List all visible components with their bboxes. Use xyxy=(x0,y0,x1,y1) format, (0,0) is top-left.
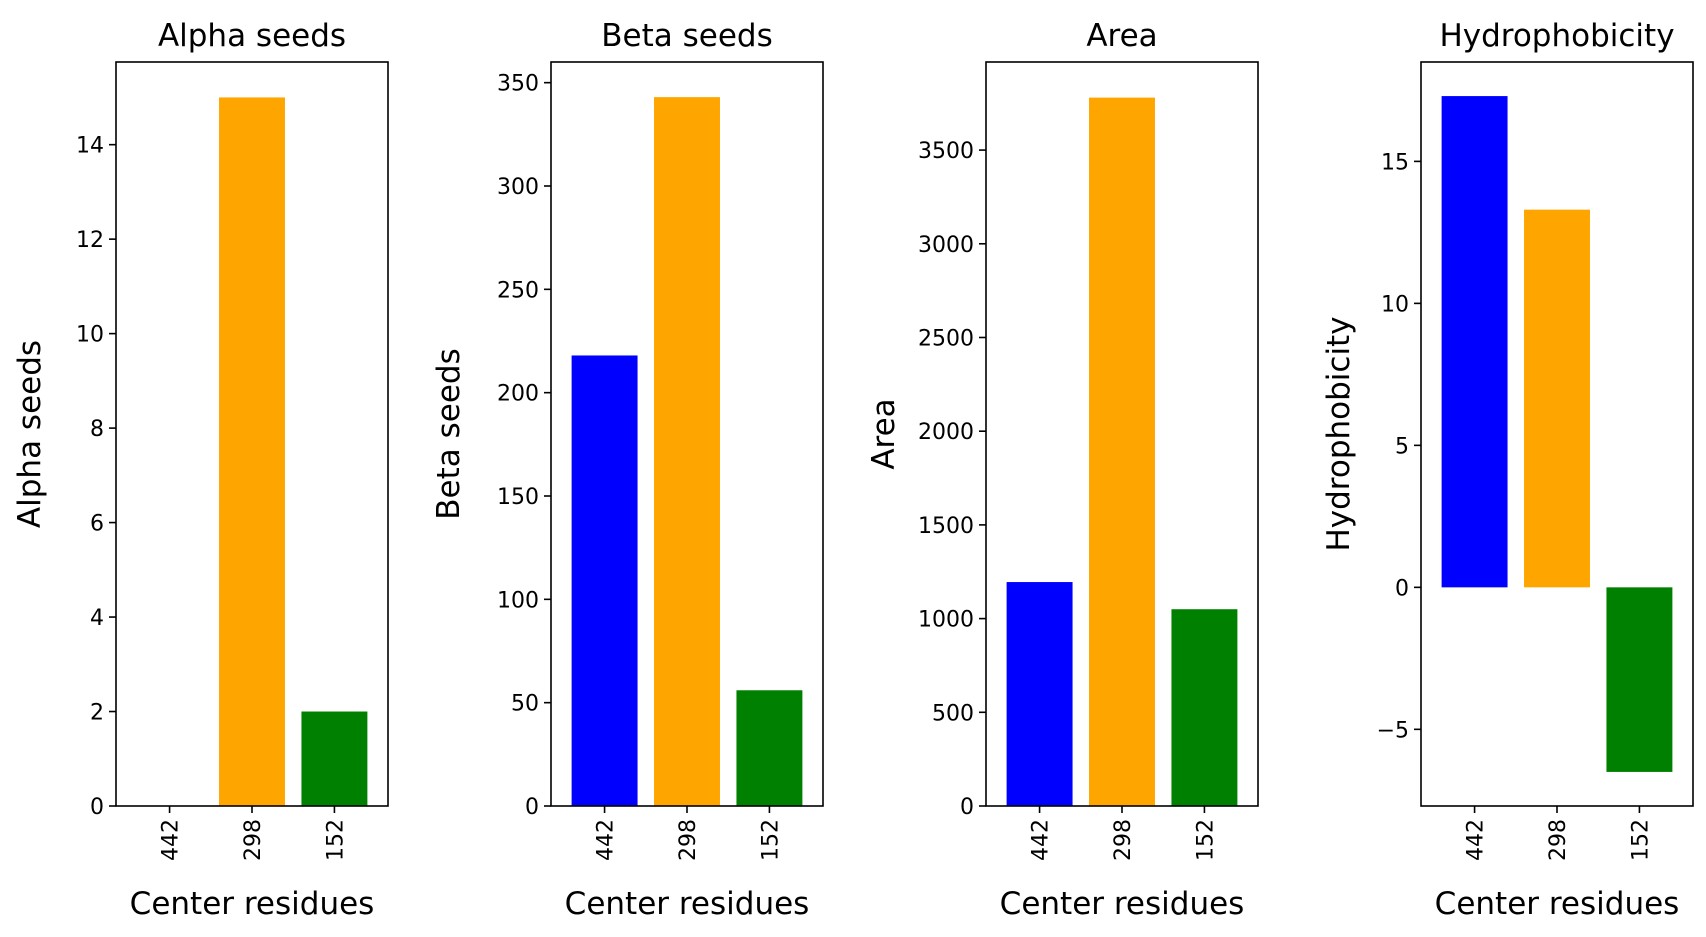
y-tick-label: 8 xyxy=(90,417,104,442)
y-tick-label: 14 xyxy=(76,134,104,159)
bar-298 xyxy=(1524,209,1590,588)
y-tick-label: 2000 xyxy=(918,420,974,445)
subplot-1: 0 2 4 6 8 10 12 14 442 298 152 Alpha seeds Center re… xyxy=(12,18,389,922)
bar-152 xyxy=(1606,587,1673,772)
y-tick-label: 5 xyxy=(1395,434,1409,459)
y-axis-label: Area xyxy=(866,398,902,469)
y-tick-label: 150 xyxy=(497,485,539,510)
y-tick-label: 2 xyxy=(90,701,104,726)
y-axis-label: Hydrophobicity xyxy=(1321,316,1357,551)
y-tick-label: 0 xyxy=(90,795,104,820)
subplot-title: Hydrophobicity xyxy=(1439,18,1674,54)
x-tick-label: 152 xyxy=(323,819,348,861)
bar-442 xyxy=(571,355,638,806)
y-tick-label: 10 xyxy=(76,323,104,348)
x-tick-label: 298 xyxy=(676,819,701,861)
subplot-3: 0 500 1000 1500 2000 2500 3000 3500 442 298 152 Are… xyxy=(866,18,1259,922)
y-tick-label: 0 xyxy=(525,795,539,820)
subplot-title: Area xyxy=(1086,18,1157,54)
y-tick-label: −5 xyxy=(1377,718,1409,743)
y-tick-label: 250 xyxy=(497,278,539,303)
x-tick-label: 152 xyxy=(1628,819,1653,861)
x-axis-label: Center residues xyxy=(565,886,810,922)
subplot-title: Beta seeds xyxy=(601,18,772,54)
subplot-2: 0 50 100 150 200 250 300 350 442 298 152 Beta seeds… xyxy=(431,18,824,922)
subplot-4: −5 0 5 10 15 442 298 152 Hydrophobicity Center re… xyxy=(1321,18,1694,922)
bar-152 xyxy=(736,690,803,806)
bar-298 xyxy=(219,97,285,807)
y-tick-label: 100 xyxy=(497,588,539,613)
bar-152 xyxy=(1171,609,1238,806)
y-tick-label: 10 xyxy=(1381,292,1409,317)
x-axis-label: Center residues xyxy=(1435,886,1680,922)
x-tick-label: 442 xyxy=(1029,819,1054,861)
subplot-title: Alpha seeds xyxy=(158,18,346,54)
bar-298 xyxy=(1089,97,1155,807)
bar-298 xyxy=(654,97,720,806)
y-tick-label: 0 xyxy=(960,795,974,820)
y-tick-label: 50 xyxy=(511,692,539,717)
x-tick-label: 442 xyxy=(1464,819,1489,861)
y-axis-label: Alpha seeds xyxy=(12,340,48,528)
y-tick-label: 3000 xyxy=(918,233,974,258)
y-tick-label: 15 xyxy=(1381,150,1409,175)
x-tick-label: 298 xyxy=(1111,819,1136,861)
x-tick-label: 298 xyxy=(1546,819,1571,861)
y-axis-label: Beta seeds xyxy=(431,348,467,519)
y-tick-label: 4 xyxy=(90,606,104,631)
x-axis-label: Center residues xyxy=(1000,886,1245,922)
bar-152 xyxy=(301,711,368,806)
y-tick-label: 12 xyxy=(76,228,104,253)
y-tick-label: 300 xyxy=(497,175,539,200)
y-tick-label: 2500 xyxy=(918,326,974,351)
y-tick-label: 350 xyxy=(497,72,539,97)
bar-442 xyxy=(1441,96,1508,588)
y-tick-label: 1500 xyxy=(918,514,974,539)
y-tick-label: 500 xyxy=(932,701,974,726)
y-tick-label: 200 xyxy=(497,382,539,407)
x-tick-label: 442 xyxy=(594,819,619,861)
x-tick-label: 442 xyxy=(159,819,184,861)
x-axis-label: Center residues xyxy=(130,886,375,922)
x-tick-label: 298 xyxy=(241,819,266,861)
x-tick-label: 152 xyxy=(1193,819,1218,861)
x-tick-label: 152 xyxy=(758,819,783,861)
y-tick-label: 1000 xyxy=(918,608,974,633)
y-tick-label: 3500 xyxy=(918,139,974,164)
y-tick-label: 6 xyxy=(90,512,104,537)
bar-442 xyxy=(1006,582,1073,806)
y-tick-label: 0 xyxy=(1395,576,1409,601)
